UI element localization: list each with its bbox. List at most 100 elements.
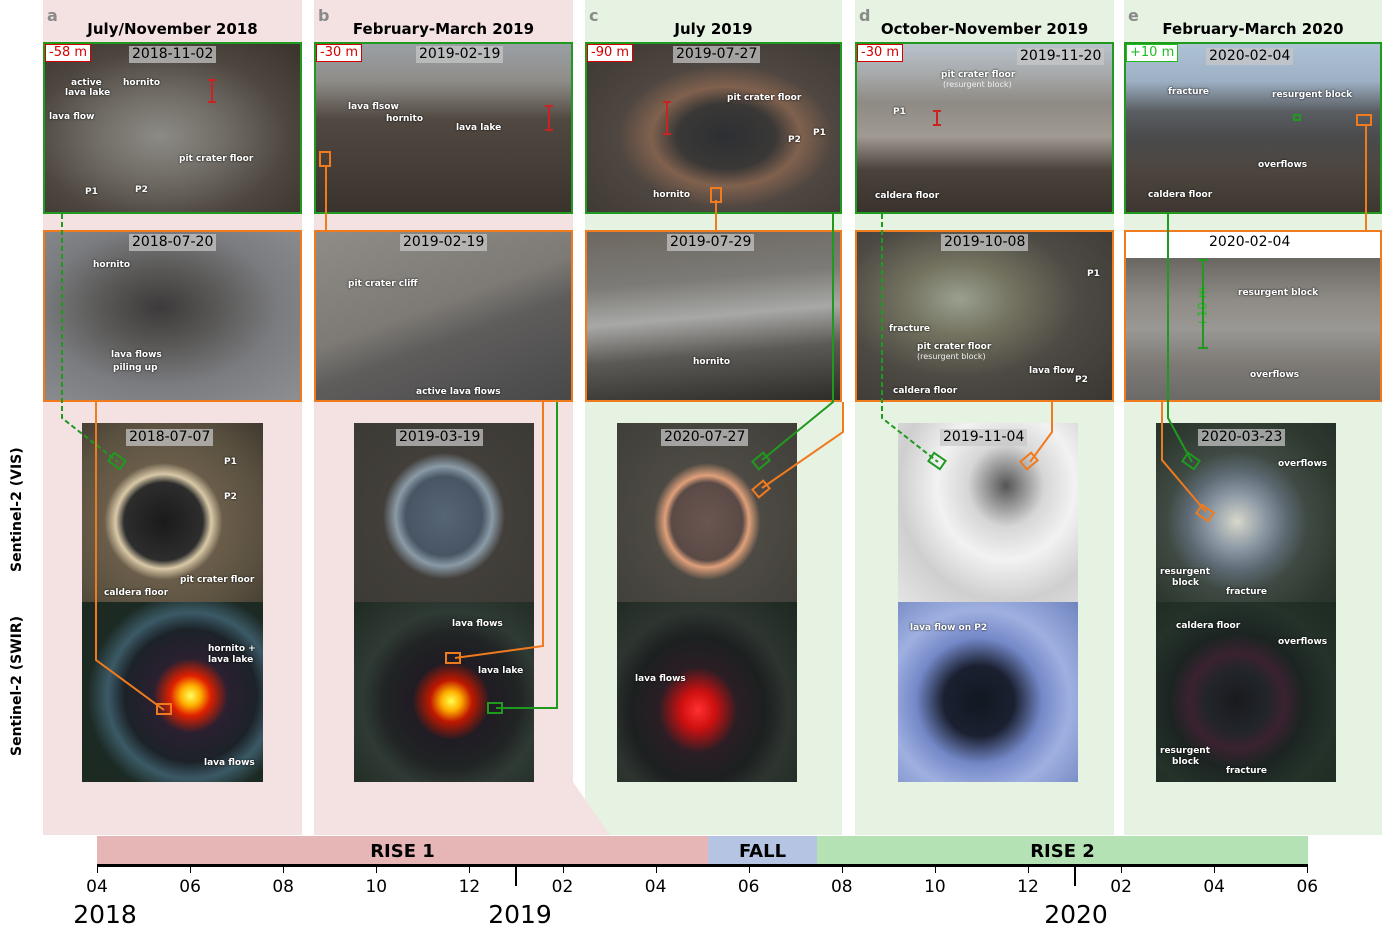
date-b-vis: 2019-03-19 xyxy=(396,429,484,446)
photo-b-mid: 2019-02-19 pit crater cliff active lava … xyxy=(314,230,573,402)
label: P1 xyxy=(893,107,906,117)
label: active xyxy=(71,78,102,88)
phase-fall: FALL xyxy=(708,836,817,866)
timeline-tick-label: 04 xyxy=(86,877,108,897)
sentinel-vis-b: 2019-03-19 xyxy=(354,423,534,602)
timeline-tick xyxy=(190,866,192,873)
year-divider-2020 xyxy=(1074,866,1076,886)
label: block xyxy=(1172,578,1200,588)
timeline-tick xyxy=(841,866,843,873)
panel-title-a: July/November 2018 xyxy=(87,20,258,38)
label: pit crater floor xyxy=(917,342,992,352)
phase-rise-1: RISE 1 xyxy=(97,836,708,866)
label: resurgent block xyxy=(1238,288,1319,298)
sentinel-swir-b: lava flows lava lake xyxy=(354,602,534,782)
photo-e-mid: 2020-02-04 +10 m resurgent block overflo… xyxy=(1124,230,1382,402)
label: P2 xyxy=(1075,375,1088,385)
label: caldera floor xyxy=(875,191,940,201)
label: caldera floor xyxy=(1176,621,1241,631)
label: pit crater floor xyxy=(727,93,802,103)
label: lava flow xyxy=(49,112,95,122)
date-b-mid: 2019-02-19 xyxy=(400,234,488,251)
label: lava flow xyxy=(1029,366,1075,376)
sentinel-vis-d: 2019-11-04 xyxy=(898,423,1078,602)
timeline-tick xyxy=(1307,866,1309,873)
timeline-tick-label: 10 xyxy=(924,877,946,897)
label: (resurgent block) xyxy=(917,352,986,361)
label: +10 m xyxy=(1195,286,1210,328)
timeline-tick xyxy=(562,866,564,873)
timeline-tick xyxy=(1214,866,1216,873)
label: overflows xyxy=(1278,637,1328,647)
label: lava lake xyxy=(478,666,524,676)
label: fracture xyxy=(1226,766,1268,776)
photo-d-mid: 2019-10-08 P1 fracture pit crater floor … xyxy=(855,230,1114,402)
label: P1 xyxy=(1087,269,1100,279)
label: active lava flows xyxy=(416,387,501,397)
date-e-top: 2020-02-04 xyxy=(1206,48,1294,65)
label: lava flsow xyxy=(348,102,399,112)
photo-a-top: -58 m 2018-11-02 active lava lake hornit… xyxy=(43,42,302,214)
sentinel-vis-c: 2020-07-27 xyxy=(617,423,797,602)
timeline-tick xyxy=(1028,866,1029,873)
date-a-top: 2018-11-02 xyxy=(129,46,217,63)
label: resurgent xyxy=(1160,567,1211,577)
label: caldera floor xyxy=(1148,190,1213,200)
date-e-mid: 2020-02-04 xyxy=(1209,234,1291,250)
date-a-vis: 2018-07-07 xyxy=(126,429,214,446)
date-d-top: 2019-11-20 xyxy=(1017,48,1105,65)
timeline-tick-label: 06 xyxy=(179,877,201,897)
panel-letter-e: e xyxy=(1128,6,1139,25)
panel-letter-d: d xyxy=(859,6,871,25)
date-c-top: 2019-07-27 xyxy=(673,46,761,63)
photo-a-mid: 2018-07-20 hornito lava flows piling up xyxy=(43,230,302,402)
label: fracture xyxy=(1226,587,1268,597)
phase-rise-2: RISE 2 xyxy=(817,836,1308,866)
panel-title-e: February-March 2020 xyxy=(1162,20,1344,38)
photo-d-top: -30 m 2019-11-20 pit crater floor (resur… xyxy=(855,42,1114,214)
date-a-mid: 2018-07-20 xyxy=(129,234,217,251)
panel-letter-b: b xyxy=(318,6,330,25)
photo-e-top: +10 m 2020-02-04 fracture resurgent bloc… xyxy=(1124,42,1382,214)
label: overflows xyxy=(1278,459,1328,469)
timeline-tick xyxy=(376,866,378,873)
label: resurgent xyxy=(1160,746,1211,756)
date-b-top: 2019-02-19 xyxy=(416,46,504,63)
label: hornito xyxy=(653,190,691,200)
label: overflows xyxy=(1250,370,1300,380)
timeline-tick-label: 04 xyxy=(1203,877,1225,897)
timeline-tick xyxy=(1121,866,1123,873)
timeline-tick-label: 12 xyxy=(458,877,481,897)
label: lava flows xyxy=(111,350,162,360)
label: lava flow on P2 xyxy=(910,623,988,633)
date-d-mid: 2019-10-08 xyxy=(941,234,1029,251)
sentinel-swir-c: lava flows xyxy=(617,602,797,782)
label: lava lake xyxy=(208,655,254,665)
year-label-2020: 2020 xyxy=(1044,900,1108,929)
panel-title-c: July 2019 xyxy=(674,20,753,38)
elevation-change-a: -58 m xyxy=(45,44,92,62)
sentinel-swir-d: lava flow on P2 xyxy=(898,602,1078,782)
label: P1 xyxy=(813,128,826,138)
label: caldera floor xyxy=(893,386,958,396)
year-label-2019: 2019 xyxy=(488,900,552,929)
elevation-change-d: -30 m xyxy=(857,44,904,62)
timeline-tick-label: 02 xyxy=(1110,877,1132,897)
panel-title-d: October-November 2019 xyxy=(880,20,1089,38)
year-label-2018: 2018 xyxy=(73,900,137,929)
label: pit crater floor xyxy=(180,575,255,585)
label: lava lake xyxy=(456,123,502,133)
label: caldera floor xyxy=(104,588,169,598)
label: overflows xyxy=(1258,160,1308,170)
label: pit crater cliff xyxy=(348,279,418,289)
timeline-tick-label: 10 xyxy=(365,877,388,897)
date-c-mid: 2019-07-29 xyxy=(667,234,755,251)
elevation-change-b: -30 m xyxy=(316,44,363,62)
sentinel-swir-e: caldera floor overflows resurgent block … xyxy=(1156,602,1336,782)
label: piling up xyxy=(113,363,158,373)
row-label-vis: Sentinel-2 (VIS) xyxy=(9,447,25,572)
label: hornito xyxy=(123,78,161,88)
date-e-vis: 2020-03-23 xyxy=(1198,429,1286,446)
photo-b-top: -30 m 2019-02-19 lava flsow hornito lava… xyxy=(314,42,573,214)
label: resurgent block xyxy=(1272,90,1353,100)
